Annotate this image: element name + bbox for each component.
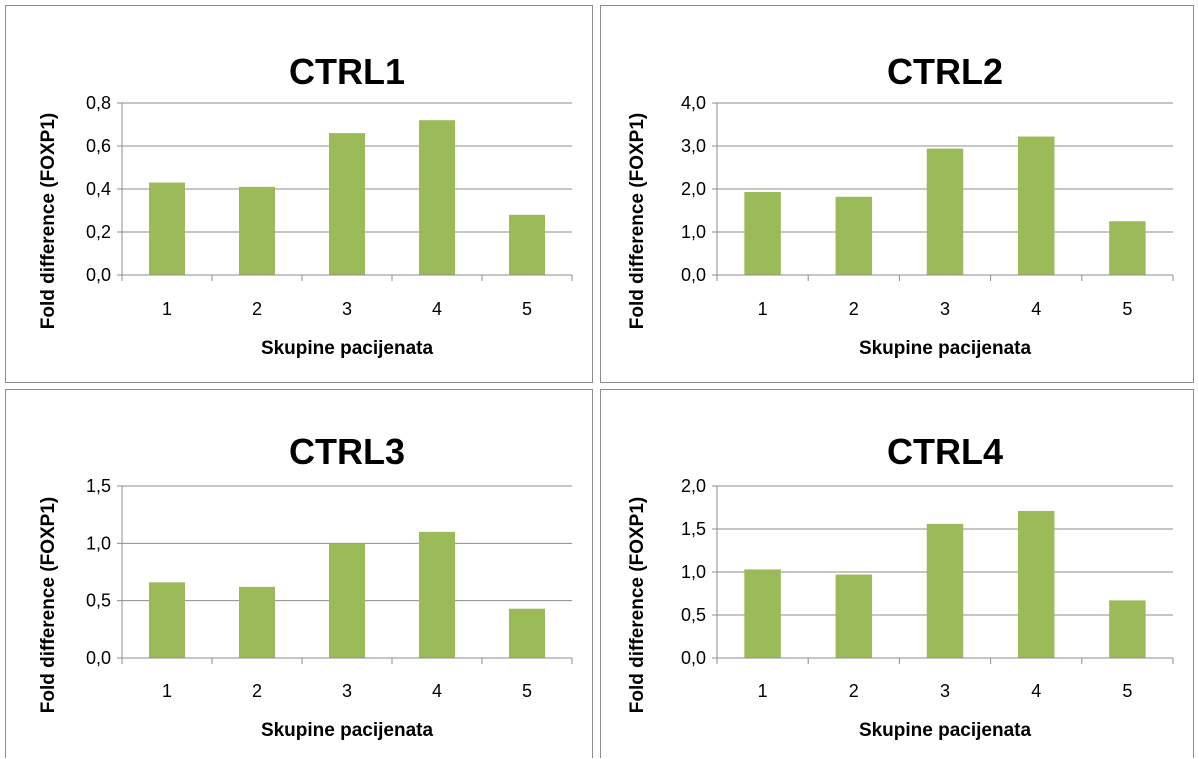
bar-4 <box>1017 136 1055 275</box>
bar-1 <box>149 582 185 658</box>
chart-title: CTRL4 <box>887 431 1003 472</box>
y-tick-label: 0,4 <box>86 179 111 199</box>
y-tick-label: 0,8 <box>86 93 111 113</box>
y-axis-label: Fold difference (FOXP1) <box>38 497 59 713</box>
bar-5 <box>1109 221 1146 275</box>
x-tick-label: 2 <box>849 299 859 319</box>
bar-3 <box>329 543 365 658</box>
x-tick-label: 1 <box>758 681 768 701</box>
y-tick-label: 0,0 <box>86 648 111 668</box>
y-tick-label: 1,5 <box>86 476 111 496</box>
chart-panel-ctrl3: CTRL3 0,0 0,5 1,0 1,5 1 2 3 4 5 Skupine pacijenata… <box>5 389 593 758</box>
bar-1 <box>744 569 781 658</box>
y-tick-label: 1,0 <box>86 533 111 553</box>
y-tick-label: 1,0 <box>681 222 706 242</box>
x-tick-label: 2 <box>849 681 859 701</box>
x-tick-label: 4 <box>432 299 442 319</box>
y-tick-label: 3,0 <box>681 136 706 156</box>
bar-4 <box>419 531 455 658</box>
chart-title: CTRL2 <box>887 51 1003 92</box>
bar-2 <box>239 586 275 658</box>
chart-panel-ctrl4: CTRL4 0,0 0,5 1,0 1,5 2,0 1 2 3 4 5 Skupine pacijen… <box>600 389 1194 758</box>
bar-5 <box>509 608 545 658</box>
x-tick-label: 5 <box>522 681 532 701</box>
y-tick-label: 0,5 <box>86 591 111 611</box>
bar-1 <box>149 182 185 275</box>
chart-panel-ctrl1: CTRL1 0,0 0,2 0,4 0,6 0,8 1 2 3 4 5 Skupine pacijen… <box>5 5 593 383</box>
y-tick-label: 1,5 <box>681 519 706 539</box>
chart-ctrl2: CTRL2 0,0 1,0 2,0 3,0 4,0 1 2 3 4 5 Skupine pacijen… <box>627 51 1174 359</box>
chart-title: CTRL1 <box>289 51 405 92</box>
y-tick-label: 0,0 <box>681 265 706 285</box>
x-tick-label: 5 <box>1122 299 1132 319</box>
x-tick-label: 2 <box>252 299 262 319</box>
x-tick-label: 3 <box>940 681 950 701</box>
x-axis-label: Skupine pacijenata <box>261 338 434 359</box>
chart-title: CTRL3 <box>289 431 405 472</box>
x-tick-label: 3 <box>940 299 950 319</box>
x-tick-label: 1 <box>162 299 172 319</box>
x-axis-label: Skupine pacijenata <box>261 720 434 741</box>
bar-2 <box>835 196 873 275</box>
x-tick-label: 4 <box>1031 299 1041 319</box>
x-tick-label: 5 <box>522 299 532 319</box>
chart-ctrl4: CTRL4 0,0 0,5 1,0 1,5 2,0 1 2 3 4 5 Skupine pacijen… <box>627 431 1174 741</box>
y-tick-label: 0,6 <box>86 136 111 156</box>
bar-1 <box>744 192 781 275</box>
y-tick-label: 1,0 <box>681 562 706 582</box>
y-tick-label: 2,0 <box>681 179 706 199</box>
chart-ctrl1: CTRL1 0,0 0,2 0,4 0,6 0,8 1 2 3 4 5 Skupine pacijen… <box>38 51 573 359</box>
x-tick-label: 1 <box>162 681 172 701</box>
bar-4 <box>419 120 455 275</box>
y-axis-label: Fold difference (FOXP1) <box>627 497 648 713</box>
y-tick-label: 0,0 <box>681 648 706 668</box>
x-tick-label: 1 <box>758 299 768 319</box>
bar-3 <box>926 523 964 658</box>
bar-3 <box>926 148 964 275</box>
bar-3 <box>329 133 365 275</box>
bar-2 <box>835 574 873 658</box>
y-axis-label: Fold difference (FOXP1) <box>627 113 648 329</box>
bar-2 <box>239 186 275 275</box>
chart-panel-ctrl2: CTRL2 0,0 1,0 2,0 3,0 4,0 1 2 3 4 5 Skupine pacijen… <box>600 5 1194 383</box>
x-tick-label: 4 <box>432 681 442 701</box>
y-tick-label: 0,2 <box>86 222 111 242</box>
bar-4 <box>1017 510 1055 658</box>
y-tick-label: 0,5 <box>681 605 706 625</box>
y-tick-label: 0,0 <box>86 265 111 285</box>
chart-ctrl3: CTRL3 0,0 0,5 1,0 1,5 1 2 3 4 5 Skupine pacijenata… <box>38 431 573 741</box>
bar-5 <box>1109 600 1146 658</box>
x-tick-label: 3 <box>342 299 352 319</box>
x-axis-label: Skupine pacijenata <box>859 720 1032 741</box>
x-tick-label: 2 <box>252 681 262 701</box>
x-axis-label: Skupine pacijenata <box>859 338 1032 359</box>
bar-5 <box>509 214 545 275</box>
x-tick-label: 3 <box>342 681 352 701</box>
y-tick-label: 2,0 <box>681 476 706 496</box>
x-tick-label: 4 <box>1031 681 1041 701</box>
x-tick-label: 5 <box>1122 681 1132 701</box>
y-tick-label: 4,0 <box>681 93 706 113</box>
y-axis-label: Fold difference (FOXP1) <box>38 113 59 329</box>
